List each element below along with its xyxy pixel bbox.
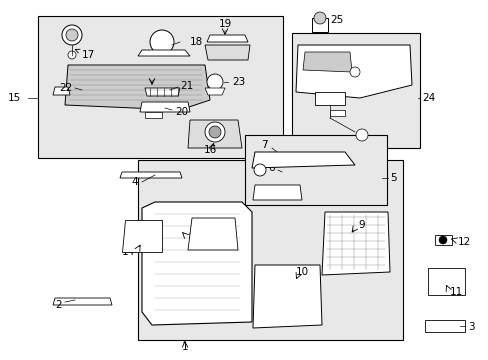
Text: 5: 5 <box>389 173 396 183</box>
Circle shape <box>68 51 76 59</box>
Polygon shape <box>295 45 411 98</box>
Bar <box>38 16 283 158</box>
Polygon shape <box>53 87 70 95</box>
Text: 8: 8 <box>268 187 274 197</box>
Circle shape <box>66 29 78 41</box>
Bar <box>244 135 386 205</box>
Text: 1: 1 <box>182 342 188 352</box>
Circle shape <box>438 236 446 244</box>
Polygon shape <box>252 185 302 200</box>
Text: 2: 2 <box>55 300 62 310</box>
Circle shape <box>313 12 325 24</box>
Polygon shape <box>187 218 238 250</box>
Bar <box>291 33 419 148</box>
Text: 12: 12 <box>457 237 470 247</box>
Text: 13: 13 <box>187 233 201 243</box>
Polygon shape <box>120 172 182 178</box>
Text: 23: 23 <box>231 77 245 87</box>
Text: 6: 6 <box>268 163 274 173</box>
Polygon shape <box>303 52 351 72</box>
Polygon shape <box>65 65 209 110</box>
Text: 11: 11 <box>449 287 462 297</box>
Text: 17: 17 <box>75 49 95 60</box>
Text: 10: 10 <box>295 267 308 277</box>
Polygon shape <box>314 92 345 105</box>
Text: 4: 4 <box>131 177 138 187</box>
Polygon shape <box>145 88 180 96</box>
Polygon shape <box>187 120 242 148</box>
Circle shape <box>253 164 265 176</box>
Polygon shape <box>140 102 190 112</box>
Polygon shape <box>122 220 162 252</box>
Polygon shape <box>424 320 464 332</box>
Polygon shape <box>311 18 327 32</box>
Circle shape <box>62 25 82 45</box>
Polygon shape <box>206 35 247 42</box>
Bar <box>138 160 402 340</box>
Text: 22: 22 <box>59 83 72 93</box>
Text: 24: 24 <box>421 93 434 103</box>
Polygon shape <box>434 235 451 245</box>
Text: 18: 18 <box>190 37 203 47</box>
Text: 14: 14 <box>122 247 135 257</box>
Circle shape <box>150 30 174 54</box>
Circle shape <box>355 129 367 141</box>
Polygon shape <box>427 268 464 295</box>
Text: 3: 3 <box>467 322 474 332</box>
Text: 16: 16 <box>203 145 216 155</box>
Polygon shape <box>329 110 345 116</box>
Text: 21: 21 <box>180 81 193 91</box>
Polygon shape <box>53 298 112 305</box>
Circle shape <box>349 67 359 77</box>
Polygon shape <box>142 202 251 325</box>
Circle shape <box>204 122 224 142</box>
Polygon shape <box>204 88 224 95</box>
Polygon shape <box>252 265 321 328</box>
Polygon shape <box>138 50 190 56</box>
Text: 7: 7 <box>261 140 267 150</box>
Text: 19: 19 <box>218 19 231 29</box>
Polygon shape <box>251 152 354 168</box>
Polygon shape <box>204 45 249 60</box>
Circle shape <box>208 126 221 138</box>
Text: 9: 9 <box>357 220 364 230</box>
Circle shape <box>206 74 223 90</box>
Polygon shape <box>145 112 162 118</box>
Polygon shape <box>321 212 389 275</box>
Text: 25: 25 <box>329 15 343 25</box>
Text: 15: 15 <box>8 93 21 103</box>
Text: 20: 20 <box>175 107 188 117</box>
